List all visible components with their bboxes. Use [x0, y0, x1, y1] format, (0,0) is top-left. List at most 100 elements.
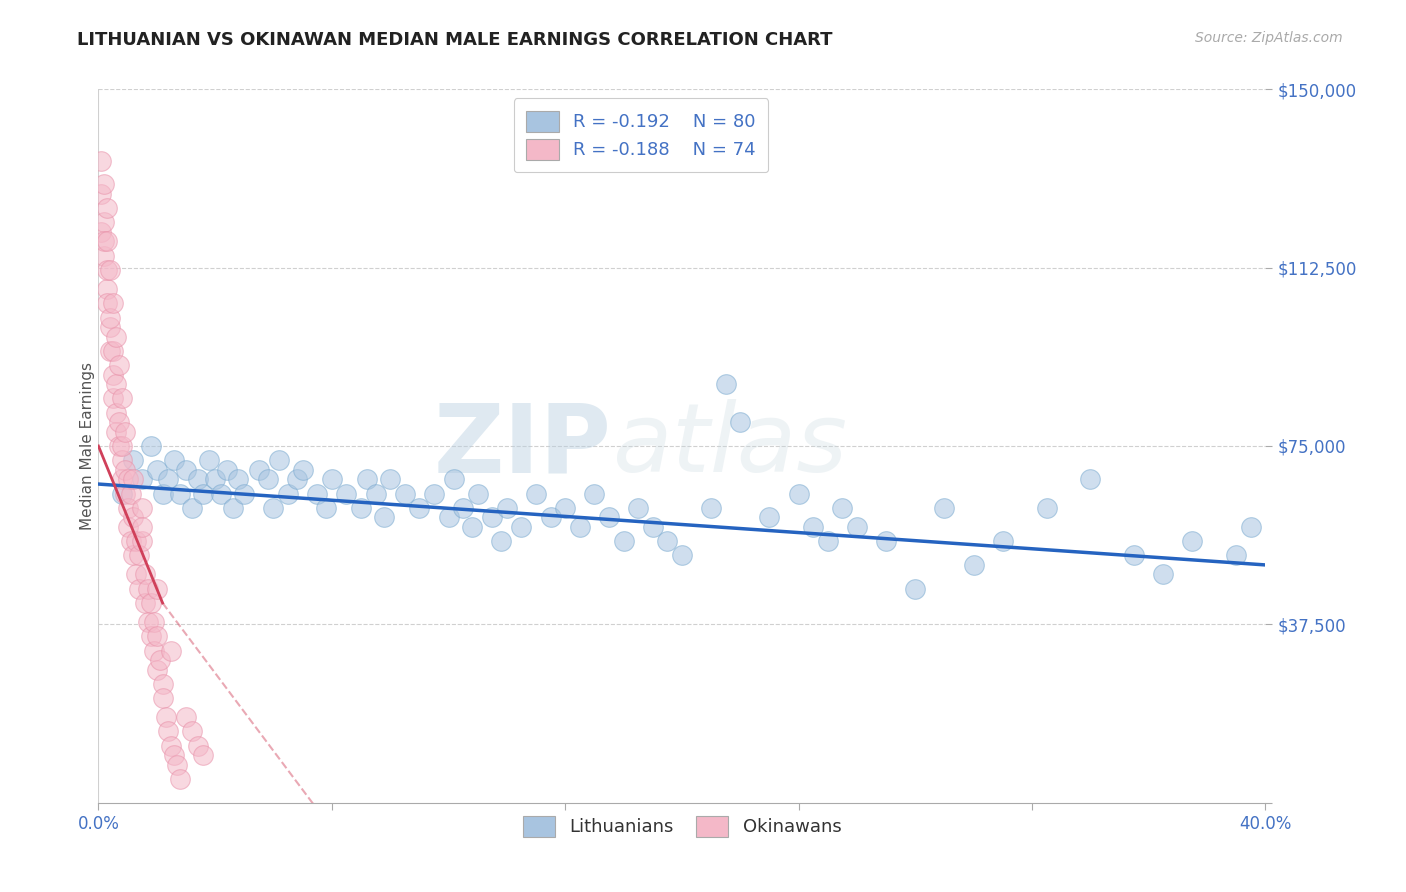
- Point: [139, 439, 162, 453]
- Point: [641, 520, 664, 534]
- Point: [134, 596, 156, 610]
- Point: [540, 510, 562, 524]
- Point: [131, 472, 153, 486]
- Point: [489, 534, 512, 549]
- Point: [315, 500, 337, 515]
- Point: [134, 567, 156, 582]
- Point: [111, 439, 134, 453]
- Point: [1080, 472, 1102, 486]
- Point: [166, 757, 188, 772]
- Point: [155, 710, 177, 724]
- Point: [163, 453, 186, 467]
- Point: [831, 500, 853, 515]
- Point: [90, 186, 112, 201]
- Point: [1123, 549, 1146, 563]
- Point: [598, 510, 620, 524]
- Point: [285, 472, 308, 486]
- Point: [714, 377, 737, 392]
- Point: [1152, 567, 1174, 582]
- Point: [120, 486, 142, 500]
- Point: [321, 472, 343, 486]
- Point: [128, 549, 150, 563]
- Point: [846, 520, 869, 534]
- Point: [204, 472, 226, 486]
- Point: [1181, 534, 1204, 549]
- Point: [262, 500, 284, 515]
- Point: [256, 472, 278, 486]
- Point: [934, 500, 956, 515]
- Text: atlas: atlas: [612, 400, 846, 492]
- Point: [139, 596, 162, 610]
- Point: [307, 486, 329, 500]
- Point: [96, 282, 118, 296]
- Point: [114, 486, 136, 500]
- Point: [101, 392, 124, 406]
- Point: [96, 235, 118, 249]
- Point: [700, 500, 723, 515]
- Point: [554, 500, 576, 515]
- Text: Source: ZipAtlas.com: Source: ZipAtlas.com: [1195, 31, 1343, 45]
- Point: [146, 582, 169, 596]
- Point: [101, 343, 124, 358]
- Point: [209, 486, 232, 500]
- Point: [104, 329, 127, 343]
- Point: [451, 500, 474, 515]
- Point: [131, 520, 153, 534]
- Point: [437, 510, 460, 524]
- Point: [356, 472, 378, 486]
- Point: [169, 772, 191, 786]
- Point: [90, 225, 112, 239]
- Point: [180, 500, 202, 515]
- Point: [117, 520, 139, 534]
- Point: [93, 235, 115, 249]
- Point: [149, 653, 172, 667]
- Point: [111, 472, 134, 486]
- Point: [96, 201, 118, 215]
- Point: [394, 486, 416, 500]
- Point: [380, 472, 402, 486]
- Point: [443, 472, 465, 486]
- Point: [146, 663, 169, 677]
- Point: [90, 153, 112, 168]
- Point: [98, 263, 121, 277]
- Point: [335, 486, 357, 500]
- Point: [1225, 549, 1247, 563]
- Point: [122, 510, 145, 524]
- Point: [93, 178, 115, 192]
- Point: [131, 500, 153, 515]
- Y-axis label: Median Male Earnings: Median Male Earnings: [80, 362, 94, 530]
- Point: [128, 582, 150, 596]
- Point: [269, 453, 291, 467]
- Point: [730, 415, 752, 429]
- Point: [120, 534, 142, 549]
- Point: [180, 724, 202, 739]
- Point: [174, 710, 197, 724]
- Point: [163, 748, 186, 763]
- Point: [93, 249, 115, 263]
- Legend: Lithuanians, Okinawans: Lithuanians, Okinawans: [516, 808, 848, 844]
- Point: [152, 691, 174, 706]
- Point: [1240, 520, 1263, 534]
- Point: [157, 724, 180, 739]
- Point: [277, 486, 299, 500]
- Point: [461, 520, 484, 534]
- Point: [193, 486, 215, 500]
- Point: [408, 500, 430, 515]
- Point: [247, 463, 270, 477]
- Point: [139, 629, 162, 643]
- Point: [146, 463, 169, 477]
- Point: [160, 739, 183, 753]
- Point: [114, 463, 136, 477]
- Point: [108, 415, 131, 429]
- Point: [160, 643, 183, 657]
- Point: [198, 453, 221, 467]
- Point: [215, 463, 238, 477]
- Point: [233, 486, 256, 500]
- Point: [364, 486, 387, 500]
- Point: [108, 439, 131, 453]
- Point: [131, 534, 153, 549]
- Point: [152, 677, 174, 691]
- Point: [122, 472, 145, 486]
- Point: [98, 310, 121, 325]
- Point: [98, 343, 121, 358]
